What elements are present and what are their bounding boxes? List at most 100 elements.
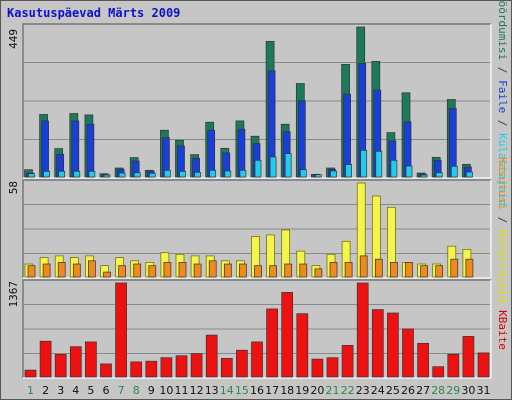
bar-middle-1-day-30 <box>465 258 474 278</box>
bar-middle-1-day-13 <box>208 260 217 278</box>
x-tick-label: 8 <box>133 384 140 397</box>
x-tick-label: 20 <box>310 384 324 397</box>
bar-top-2-day-28 <box>435 172 443 178</box>
bar-bottom-0-day-21 <box>326 357 339 378</box>
x-tick-label: 15 <box>235 384 249 397</box>
bar-middle-1-day-8 <box>133 263 142 278</box>
bar-top-2-day-2 <box>43 170 50 178</box>
x-tick-label: 6 <box>103 384 110 397</box>
x-tick-label: 1 <box>27 384 34 397</box>
bar-bottom-0-day-20 <box>311 358 324 378</box>
x-tick-label: 3 <box>57 384 64 397</box>
bar-bottom-0-day-12 <box>190 353 203 378</box>
bar-top-2-day-25 <box>390 159 398 178</box>
y-max-label: 1367 <box>7 281 20 308</box>
bar-middle-1-day-19 <box>299 263 308 278</box>
bar-top-1-day-4 <box>71 120 80 178</box>
bar-middle-1-day-20 <box>314 268 323 278</box>
bar-bottom-0-day-11 <box>175 355 188 378</box>
bar-bottom-0-day-6 <box>100 363 112 378</box>
bar-top-1-day-19 <box>297 100 306 178</box>
bar-top-2-day-1 <box>28 173 35 178</box>
bar-middle-1-day-5 <box>88 260 96 278</box>
x-tick-label: 27 <box>416 384 430 397</box>
legend-entry: Külastajaid <box>496 133 509 206</box>
bar-middle-1-day-7 <box>118 265 126 278</box>
bar-middle-1-day-1 <box>27 265 36 278</box>
bar-top-2-day-23 <box>360 149 368 178</box>
legend-entry: / <box>496 113 509 133</box>
x-tick-label: 17 <box>265 384 279 397</box>
bar-top-2-day-18 <box>284 153 292 178</box>
x-tick-label: 12 <box>190 384 204 397</box>
panel-middle: 58 Kasutusi / Külastajaid <box>7 157 509 303</box>
bar-top-2-day-6 <box>103 174 111 178</box>
legend-top: Pöördumisi / Faile / Külastajaid <box>496 0 509 206</box>
bar-top-2-day-22 <box>345 164 352 178</box>
bar-bottom-0-day-26 <box>402 328 414 378</box>
x-tick-label: 21 <box>326 384 340 397</box>
x-tick-label: 16 <box>250 384 264 397</box>
plot-edge-dark <box>22 279 491 378</box>
x-tick-label: 30 <box>461 384 475 397</box>
bar-middle-1-day-26 <box>405 262 413 278</box>
bar-middle-1-day-16 <box>254 265 262 278</box>
legend-entry: Kasutusi <box>496 157 509 210</box>
bar-top-2-day-16 <box>254 159 262 178</box>
panel-top: 449 Pöördumisi / Faile / Külastajaid <box>7 0 509 206</box>
bar-middle-1-day-3 <box>57 262 66 278</box>
bar-bottom-0-day-30 <box>462 336 475 378</box>
legend-entry: / <box>496 210 509 230</box>
bar-bottom-0-day-27 <box>417 342 429 378</box>
bar-bottom-0-day-8 <box>130 361 143 378</box>
bar-middle-1-day-28 <box>435 265 444 278</box>
x-tick-label: 19 <box>295 384 309 397</box>
bar-bottom-0-day-25 <box>387 312 399 378</box>
bar-top-2-day-17 <box>269 156 277 178</box>
bar-bottom-0-day-28 <box>432 366 445 378</box>
x-tick-label: 29 <box>446 384 460 397</box>
x-tick-label: 5 <box>87 384 94 397</box>
bar-middle-1-day-11 <box>178 262 187 278</box>
bar-top-2-day-20 <box>315 174 322 178</box>
bar-top-2-day-8 <box>133 172 141 178</box>
x-tick-label: 9 <box>148 384 155 397</box>
panel-bottom: 1367 KBaite <box>7 279 509 379</box>
bar-middle-1-day-14 <box>223 263 232 278</box>
bar-middle-1-day-24 <box>374 258 383 278</box>
y-max-label: 58 <box>7 181 20 194</box>
plot-edge-light <box>23 180 492 279</box>
bar-bottom-0-day-16 <box>251 341 263 378</box>
legend-entry: Pöördumisi <box>496 0 509 60</box>
plot-edge-light <box>23 280 492 379</box>
bar-bottom-0-day-29 <box>447 353 460 378</box>
bar-top-2-day-19 <box>299 169 307 178</box>
bar-top-2-day-14 <box>224 170 232 178</box>
bar-top-2-day-4 <box>73 170 81 178</box>
bar-bottom-0-day-10 <box>160 357 173 378</box>
bar-middle-1-day-21 <box>329 262 338 278</box>
x-tick-label: 18 <box>280 384 294 397</box>
legend-entry: / <box>496 60 509 80</box>
bar-middle-1-day-6 <box>103 271 111 278</box>
x-tick-label: 31 <box>477 384 491 397</box>
bar-bottom-0-day-17 <box>266 308 278 378</box>
bar-middle-1-day-12 <box>193 263 202 278</box>
bar-top-2-day-24 <box>375 150 383 178</box>
x-tick-label: 14 <box>220 384 234 397</box>
bar-bottom-0-day-2 <box>39 340 52 378</box>
x-tick-label: 10 <box>159 384 173 397</box>
plot-edge-dark <box>22 23 491 178</box>
bar-top-2-day-5 <box>88 170 96 178</box>
bar-bottom-0-day-15 <box>236 349 248 378</box>
x-tick-label: 22 <box>341 384 355 397</box>
bar-bottom-0-day-1 <box>24 369 37 378</box>
bar-bottom-0-day-3 <box>54 353 67 378</box>
bar-middle-1-day-22 <box>344 262 353 278</box>
bar-middle-1-day-2 <box>42 263 51 278</box>
legend-entry: Faile <box>496 80 509 113</box>
chart-title: Kasutuspäevad Märts 2009 <box>7 6 181 20</box>
bar-top-2-day-3 <box>58 170 66 178</box>
bar-middle-1-day-15 <box>239 263 247 278</box>
